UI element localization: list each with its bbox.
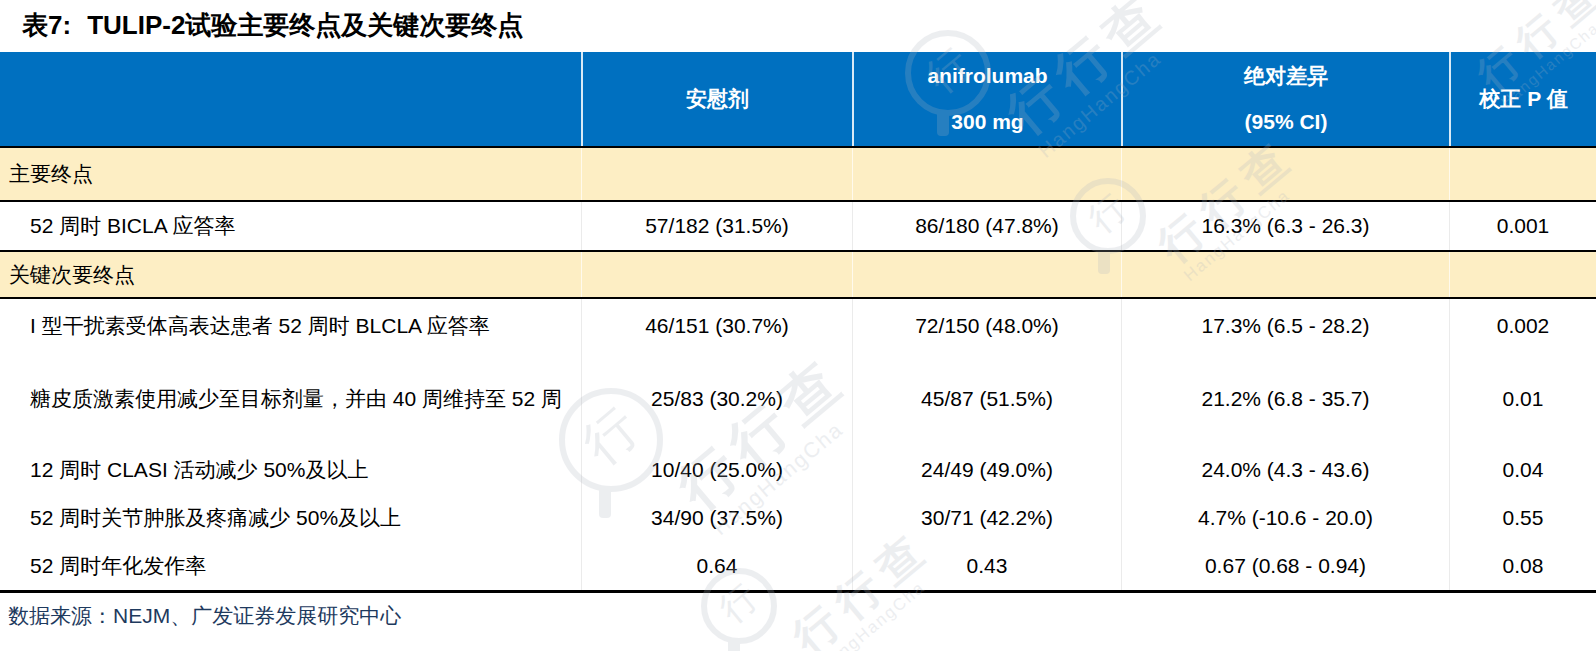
- difference-value: 16.3% (6.3 - 26.3): [1121, 202, 1449, 250]
- endpoint-label: 糖皮质激素使用减少至目标剂量，并由 40 周维持至 52 周: [2, 371, 575, 427]
- pvalue: 0.002: [1449, 299, 1596, 352]
- section-cell: [581, 252, 852, 297]
- pvalue: 0.01: [1449, 352, 1596, 445]
- anifrolumab-value: 86/180 (47.8%): [852, 202, 1121, 250]
- placebo-value: 46/151 (30.7%): [581, 299, 852, 352]
- header-label: anifrolumab: [927, 63, 1047, 89]
- header-label: 300 mg: [951, 109, 1023, 135]
- table-number: 表7:: [22, 10, 71, 40]
- endpoint-cell: 52 周时 BICLA 应答率: [0, 202, 581, 250]
- endpoint-cell: 12 周时 CLASI 活动减少 50%及以上: [0, 445, 581, 494]
- section-cell: [1121, 252, 1449, 297]
- endpoints-table: 安慰剂 anifrolumab 300 mg 绝对差异 (95% CI) 校正 …: [0, 52, 1596, 593]
- header-cell-placebo: 安慰剂: [581, 52, 852, 146]
- endpoint-label: 12 周时 CLASI 活动减少 50%及以上: [2, 456, 575, 484]
- endpoint-label: 52 周时 BICLA 应答率: [2, 212, 575, 240]
- section-row-secondary: 关键次要终点: [0, 252, 1596, 299]
- pvalue: 0.001: [1449, 202, 1596, 250]
- report-table-figure: 表7: TULIP-2试验主要终点及关键次要终点 安慰剂 anifrolumab …: [0, 0, 1596, 651]
- difference-value: 0.67 (0.68 - 0.94): [1121, 542, 1449, 590]
- table-row: 52 周时年化发作率 0.64 0.43 0.67 (0.68 - 0.94) …: [0, 542, 1596, 590]
- placebo-value: 0.64: [581, 542, 852, 590]
- anifrolumab-value: 0.43: [852, 542, 1121, 590]
- anifrolumab-value: 30/71 (42.2%): [852, 494, 1121, 542]
- header-label: 安慰剂: [686, 86, 749, 112]
- endpoint-cell: I 型干扰素受体高表达患者 52 周时 BLCLA 应答率: [0, 299, 581, 352]
- section-row-primary: 主要终点: [0, 148, 1596, 202]
- difference-value: 17.3% (6.5 - 28.2): [1121, 299, 1449, 352]
- section-label-text: 关键次要终点: [9, 261, 135, 289]
- table-row: 52 周时关节肿胀及疼痛减少 50%及以上 34/90 (37.5%) 30/7…: [0, 494, 1596, 542]
- placebo-value: 57/182 (31.5%): [581, 202, 852, 250]
- header-cell-pvalue: 校正 P 值: [1449, 52, 1596, 146]
- section-label: 关键次要终点: [0, 252, 581, 297]
- difference-value: 4.7% (-10.6 - 20.0): [1121, 494, 1449, 542]
- header-label: 绝对差异: [1244, 63, 1328, 89]
- table-row: 糖皮质激素使用减少至目标剂量，并由 40 周维持至 52 周 25/83 (30…: [0, 352, 1596, 445]
- section-label: 主要终点: [0, 148, 581, 200]
- anifrolumab-value: 45/87 (51.5%): [852, 352, 1121, 445]
- endpoint-cell: 52 周时关节肿胀及疼痛减少 50%及以上: [0, 494, 581, 542]
- section-cell: [1449, 148, 1596, 200]
- table-row: 52 周时 BICLA 应答率 57/182 (31.5%) 86/180 (4…: [0, 202, 1596, 252]
- data-source-note: 数据来源：NEJM、广发证券发展研究中心: [8, 602, 401, 630]
- watermark-logo-icon: [728, 638, 740, 651]
- table-row: 12 周时 CLASI 活动减少 50%及以上 10/40 (25.0%) 24…: [0, 445, 1596, 494]
- header-cell-difference: 绝对差异 (95% CI): [1121, 52, 1449, 146]
- anifrolumab-value: 24/49 (49.0%): [852, 445, 1121, 494]
- table-row: I 型干扰素受体高表达患者 52 周时 BLCLA 应答率 46/151 (30…: [0, 299, 1596, 352]
- table-header-row: 安慰剂 anifrolumab 300 mg 绝对差异 (95% CI) 校正 …: [0, 52, 1596, 148]
- header-label: (95% CI): [1245, 109, 1328, 135]
- section-cell: [1449, 252, 1596, 297]
- section-cell: [581, 148, 852, 200]
- section-cell: [852, 148, 1121, 200]
- endpoint-label: I 型干扰素受体高表达患者 52 周时 BLCLA 应答率: [2, 312, 575, 340]
- endpoint-label: 52 周时关节肿胀及疼痛减少 50%及以上: [2, 504, 575, 532]
- section-label-text: 主要终点: [9, 160, 93, 188]
- endpoint-cell: 糖皮质激素使用减少至目标剂量，并由 40 周维持至 52 周: [0, 352, 581, 445]
- difference-value: 21.2% (6.8 - 35.7): [1121, 352, 1449, 445]
- difference-value: 24.0% (4.3 - 43.6): [1121, 445, 1449, 494]
- pvalue: 0.08: [1449, 542, 1596, 590]
- section-cell: [1121, 148, 1449, 200]
- endpoint-cell: 52 周时年化发作率: [0, 542, 581, 590]
- header-label: 校正 P 值: [1479, 86, 1567, 112]
- placebo-value: 34/90 (37.5%): [581, 494, 852, 542]
- table-title-text: TULIP-2试验主要终点及关键次要终点: [87, 10, 523, 40]
- header-cell-empty: [0, 52, 581, 146]
- header-cell-anifrolumab: anifrolumab 300 mg: [852, 52, 1121, 146]
- pvalue: 0.55: [1449, 494, 1596, 542]
- endpoint-label: 52 周时年化发作率: [2, 552, 575, 580]
- placebo-value: 25/83 (30.2%): [581, 352, 852, 445]
- page-title: 表7: TULIP-2试验主要终点及关键次要终点: [22, 8, 523, 43]
- anifrolumab-value: 72/150 (48.0%): [852, 299, 1121, 352]
- pvalue: 0.04: [1449, 445, 1596, 494]
- section-cell: [852, 252, 1121, 297]
- placebo-value: 10/40 (25.0%): [581, 445, 852, 494]
